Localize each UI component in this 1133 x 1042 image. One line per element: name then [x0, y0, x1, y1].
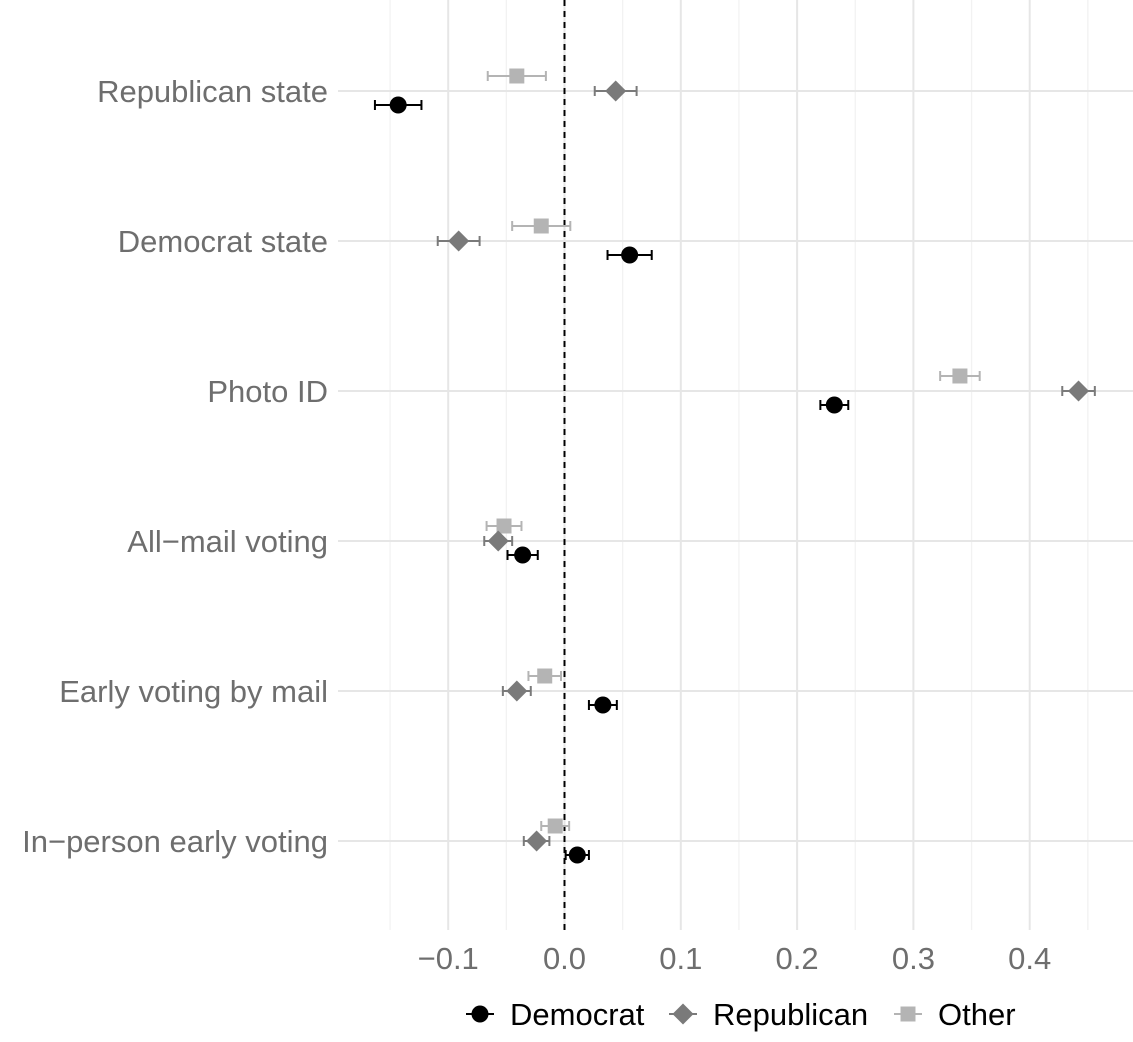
point-group-republican — [1061, 380, 1096, 402]
point-democrat — [389, 96, 407, 114]
point-democrat — [621, 246, 639, 264]
x-tick-label: 0.3 — [892, 941, 935, 976]
point-republican — [605, 80, 627, 102]
point-group-republican — [593, 80, 638, 102]
point-group-democrat — [564, 846, 590, 864]
x-tick-label: 0.4 — [1008, 941, 1051, 976]
point-republican — [526, 830, 548, 852]
y-axis-labels: Republican state Democrat state Photo ID Al… — [22, 74, 328, 859]
y-label-republican-state: Republican state — [97, 74, 328, 109]
point-group-democrat — [819, 396, 850, 414]
legend-label-other: Other — [938, 997, 1016, 1032]
point-other — [496, 518, 512, 534]
point-group-republican — [501, 680, 532, 702]
legend-item-democrat: Democrat — [466, 997, 645, 1032]
point-group-democrat — [373, 96, 423, 114]
point-group-other — [540, 818, 571, 834]
y-label-photo-id: Photo ID — [207, 374, 328, 409]
point-republican — [487, 530, 509, 552]
legend-label-republican: Republican — [713, 997, 868, 1032]
point-other — [533, 218, 549, 234]
point-other — [547, 818, 563, 834]
point-democrat — [594, 696, 612, 714]
y-label-democrat-state: Democrat state — [118, 224, 328, 259]
y-label-all-mail-voting: All−mail voting — [127, 524, 328, 559]
legend-key-democrat — [471, 1005, 489, 1023]
legend-item-republican: Republican — [669, 997, 868, 1032]
x-tick-label: −0.1 — [418, 941, 479, 976]
point-group-democrat — [587, 696, 618, 714]
legend-label-democrat: Democrat — [510, 997, 645, 1032]
legend-item-other: Other — [894, 997, 1016, 1032]
point-group-other — [939, 368, 981, 384]
legend: Democrat Republican Other — [466, 997, 1016, 1032]
point-group-republican — [436, 230, 481, 252]
point-democrat — [825, 396, 843, 414]
x-axis-tick-labels: −0.1 0.0 0.1 0.2 0.3 0.4 — [418, 941, 1052, 976]
point-republican — [506, 680, 528, 702]
y-label-in-person-early-voting: In−person early voting — [22, 824, 328, 859]
point-democrat — [568, 846, 586, 864]
point-other — [952, 368, 968, 384]
point-group-other — [486, 68, 547, 84]
point-group-democrat — [606, 246, 653, 264]
point-other — [509, 68, 525, 84]
legend-key-other — [900, 1006, 916, 1022]
point-democrat — [514, 546, 532, 564]
point-group-democrat — [506, 546, 539, 564]
y-label-early-voting-by-mail: Early voting by mail — [59, 674, 328, 709]
point-group-other — [511, 218, 572, 234]
point-republican — [1068, 380, 1090, 402]
x-tick-label: 0.0 — [543, 941, 586, 976]
point-group-republican — [483, 530, 514, 552]
point-group-other — [485, 518, 523, 534]
point-group-other — [527, 668, 563, 684]
point-other — [537, 668, 553, 684]
x-tick-label: 0.2 — [776, 941, 819, 976]
x-tick-label: 0.1 — [659, 941, 702, 976]
point-group-republican — [522, 830, 551, 852]
legend-key-republican — [672, 1003, 694, 1025]
point-republican — [448, 230, 470, 252]
grid — [338, 0, 1133, 930]
data-points — [373, 68, 1096, 864]
